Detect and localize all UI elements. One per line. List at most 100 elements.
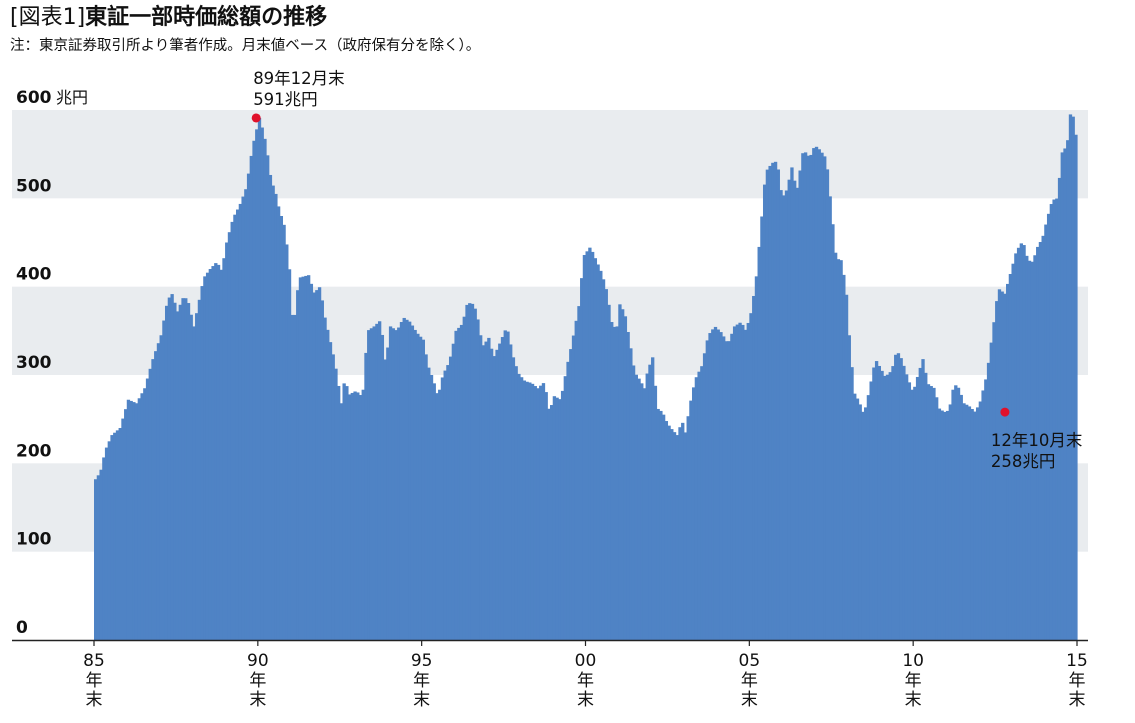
bar <box>708 333 712 640</box>
bar <box>96 475 101 640</box>
bar <box>1074 134 1078 641</box>
figure-label: [図表1] <box>10 5 86 30</box>
bar <box>397 327 401 640</box>
bar <box>121 418 125 640</box>
bar <box>1008 274 1013 640</box>
bar <box>547 408 551 640</box>
bar <box>167 297 172 640</box>
bar <box>1052 199 1056 640</box>
bar <box>413 329 417 640</box>
bar <box>337 385 341 640</box>
bar <box>164 305 169 640</box>
bar <box>659 410 663 640</box>
bar <box>110 435 114 640</box>
bar <box>503 330 507 640</box>
bar <box>361 389 365 640</box>
bar <box>249 155 253 640</box>
bar <box>645 373 649 640</box>
bar <box>227 232 232 640</box>
bar <box>530 383 535 640</box>
bar <box>585 251 589 640</box>
bar <box>776 169 780 641</box>
bar <box>855 398 860 640</box>
bar <box>323 317 327 640</box>
bar <box>509 344 513 640</box>
bar <box>1030 261 1034 640</box>
bar <box>268 174 273 640</box>
bar <box>814 146 819 640</box>
chart-note: 注：東京証券取引所より筆者作成。月末値ベース（政府保有分を除く）。 <box>10 38 481 54</box>
bar <box>607 304 611 640</box>
x-tick-label: 05 <box>739 651 761 671</box>
bar <box>940 410 944 640</box>
bar <box>369 328 374 640</box>
x-tick-label: 90 <box>247 651 269 671</box>
bar <box>391 328 395 640</box>
bar <box>304 275 308 640</box>
x-tick-suffix: 末 <box>249 690 266 710</box>
bar <box>779 190 783 640</box>
bar <box>394 330 398 640</box>
bar <box>525 381 529 640</box>
bar <box>326 329 330 640</box>
bar <box>156 343 161 640</box>
bar <box>132 402 136 640</box>
bar <box>386 347 390 640</box>
bar <box>331 354 335 640</box>
bar <box>569 349 573 640</box>
bar <box>975 407 980 640</box>
bar <box>429 375 434 640</box>
bar <box>1049 204 1054 640</box>
bar <box>943 411 947 640</box>
bar <box>962 403 966 640</box>
bar <box>880 370 884 640</box>
bar <box>741 324 745 640</box>
bar <box>899 358 903 640</box>
bar <box>266 155 270 640</box>
bar <box>282 224 286 640</box>
bar <box>921 359 925 640</box>
bar <box>910 389 914 640</box>
y-tick-label: 500 <box>16 176 52 196</box>
bar <box>738 322 742 640</box>
bar <box>1019 243 1023 640</box>
bar <box>410 325 415 640</box>
x-tick-suffix: 末 <box>1069 690 1086 710</box>
bar <box>711 329 715 640</box>
bar <box>809 154 813 640</box>
bar <box>541 383 546 640</box>
bar <box>689 400 693 640</box>
bar <box>954 385 958 640</box>
bar <box>626 332 630 640</box>
bar <box>544 392 548 640</box>
bar <box>839 260 843 640</box>
bar <box>99 469 103 640</box>
bar <box>935 397 939 640</box>
bar <box>883 375 887 640</box>
bar <box>716 329 720 640</box>
x-tick-suffix: 年 <box>86 671 103 691</box>
chart-title-row: [図表1]東証一部時価総額の推移 <box>10 4 327 32</box>
bar <box>686 416 690 640</box>
bar <box>793 180 797 641</box>
bar <box>364 352 368 640</box>
bar <box>528 382 532 640</box>
bar <box>539 385 543 640</box>
bar <box>812 148 816 640</box>
bar <box>216 264 221 640</box>
x-tick-label: 15 <box>1066 651 1088 671</box>
bar <box>885 374 890 640</box>
bar <box>233 214 237 640</box>
bar <box>134 403 139 640</box>
bar <box>358 395 363 640</box>
bar <box>255 129 259 641</box>
bar <box>1022 245 1026 641</box>
bar <box>320 300 324 640</box>
bar <box>866 395 871 640</box>
bar <box>230 221 234 640</box>
bar <box>951 389 955 640</box>
bar <box>350 392 354 640</box>
bar <box>550 405 554 640</box>
bar <box>342 383 346 640</box>
